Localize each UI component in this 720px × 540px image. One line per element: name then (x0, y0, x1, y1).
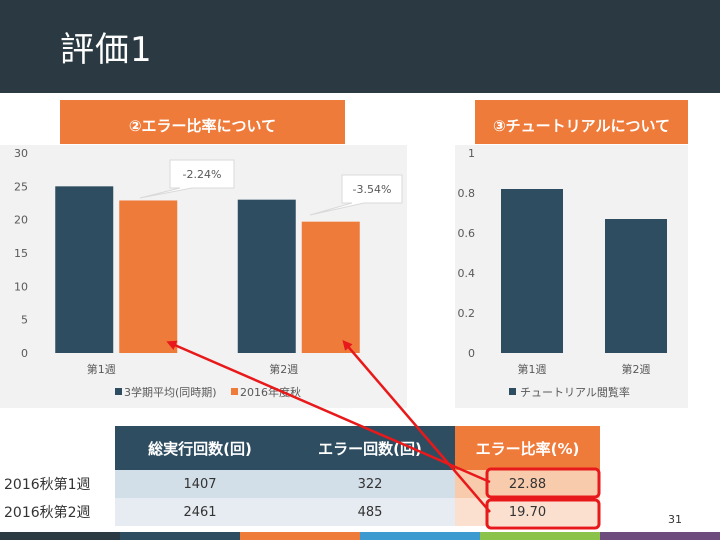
highlight-box-week2 (485, 498, 601, 530)
footer-color-segment (600, 532, 720, 540)
legend-entry: 3学期平均(同時期) (124, 385, 217, 399)
bar-fall2016 (119, 200, 178, 353)
x-tick-label: 第1週 (518, 362, 547, 376)
legend-swatch (231, 388, 238, 395)
y-tick-label: 0.4 (458, 267, 476, 280)
table-header-error-rate: エラー比率(%) (455, 426, 600, 470)
callout-label: -2.24% (183, 168, 222, 181)
legend-swatch (115, 388, 122, 395)
x-tick-label: 第2週 (269, 362, 298, 376)
y-tick-label: 20 (14, 214, 28, 227)
slide-title: 評価1 (60, 30, 153, 70)
y-tick-label: 25 (14, 180, 28, 193)
legend-swatch (509, 388, 516, 395)
callout-bubble (139, 159, 235, 199)
table-row-label: 2016秋第1週 (0, 470, 115, 498)
arrow-to-week2-bar (342, 339, 491, 513)
y-tick-label: 0.8 (458, 187, 476, 200)
y-tick-label: 0 (21, 347, 28, 360)
legend-entry: 2016年度秋 (240, 385, 301, 399)
error-stats-table: 総実行回数(回) エラー回数(回) エラー比率(%) 2016秋第1週 1407… (0, 426, 600, 526)
section-label-error-rate: ②エラー比率について (60, 100, 345, 144)
y-tick-label: 1 (468, 147, 475, 160)
table-cell: 19.70 (455, 498, 600, 526)
x-tick-label: 第1週 (87, 362, 116, 376)
highlight-box-week1 (485, 467, 601, 499)
footer-color-segment (240, 532, 360, 540)
y-tick-label: 0 (468, 347, 475, 360)
table-row: 2016秋第2週 2461 485 19.70 (0, 498, 600, 526)
bar-fall2016 (301, 221, 360, 353)
footer-color-segment (0, 532, 120, 540)
table-header-total-runs: 総実行回数(回) (115, 426, 285, 470)
table-row: 2016秋第1週 1407 322 22.88 (0, 470, 600, 498)
table-cell: 2461 (115, 498, 285, 526)
arrow-to-week1-bar (166, 340, 491, 484)
table-cell: 1407 (115, 470, 285, 498)
y-tick-label: 10 (14, 280, 28, 293)
footer-color-segment (480, 532, 600, 540)
table-row-label: 2016秋第2週 (0, 498, 115, 526)
table-header-row: 総実行回数(回) エラー回数(回) エラー比率(%) (0, 426, 600, 470)
legend-entry: チュートリアル閲覧率 (520, 385, 630, 399)
bar-tutorial-view-rate (501, 189, 563, 353)
table-cell: 485 (285, 498, 455, 526)
y-tick-label: 0.6 (458, 227, 476, 240)
y-tick-label: 15 (14, 247, 28, 260)
bar-average (237, 199, 296, 353)
callout-bubble (309, 174, 403, 216)
y-tick-label: 0.2 (458, 307, 476, 320)
section-label-tutorial: ③チュートリアルについて (475, 100, 688, 144)
y-tick-label: 30 (14, 147, 28, 160)
table-corner-cell (0, 426, 115, 470)
footer-color-segment (120, 532, 240, 540)
y-tick-label: 5 (21, 314, 28, 327)
page-number: 31 (668, 513, 682, 526)
table-header-error-count: エラー回数(回) (285, 426, 455, 470)
footer-color-strip (0, 532, 720, 540)
callout-label: -3.54% (353, 183, 392, 196)
bar-average (55, 186, 114, 353)
bar-tutorial-view-rate (605, 219, 667, 353)
table-cell: 22.88 (455, 470, 600, 498)
table-cell: 322 (285, 470, 455, 498)
x-tick-label: 第2週 (622, 362, 651, 376)
footer-color-segment (360, 532, 480, 540)
title-bar: 評価1 (0, 0, 720, 93)
